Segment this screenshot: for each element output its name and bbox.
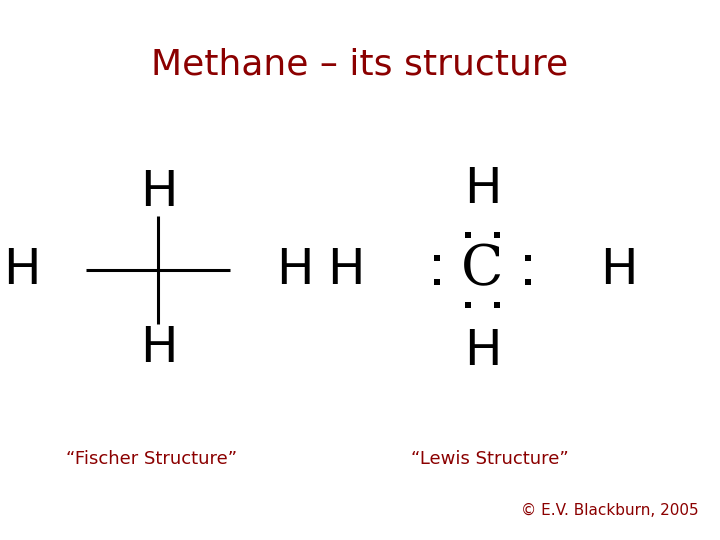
Text: C: C — [461, 242, 504, 298]
Text: © E.V. Blackburn, 2005: © E.V. Blackburn, 2005 — [521, 503, 698, 518]
Text: Methane – its structure: Methane – its structure — [151, 48, 569, 82]
Text: “Lewis Structure”: “Lewis Structure” — [410, 450, 569, 468]
Text: H: H — [600, 246, 638, 294]
Text: H: H — [140, 168, 177, 215]
Text: “Fischer Structure”: “Fischer Structure” — [66, 450, 237, 468]
Text: H: H — [327, 246, 364, 294]
Text: H: H — [464, 165, 501, 213]
Text: H: H — [3, 246, 40, 294]
Text: H: H — [464, 327, 501, 375]
Text: H: H — [140, 325, 177, 372]
Text: H: H — [276, 246, 314, 294]
